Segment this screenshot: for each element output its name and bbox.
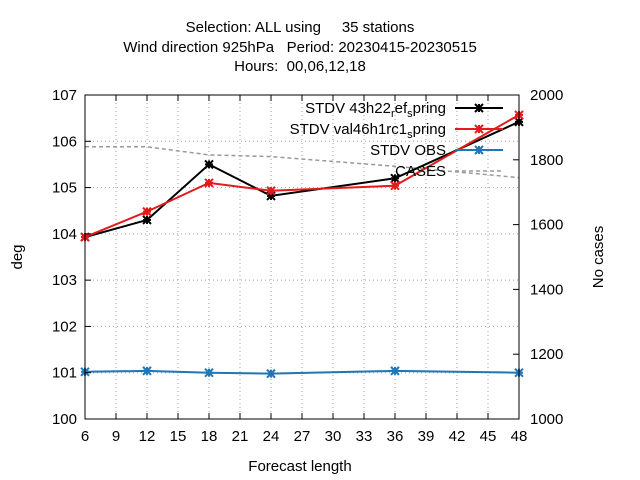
y-tick-label: 102 [52,318,77,335]
x-tick-label: 9 [112,428,120,445]
legend-marker-1 [474,124,484,134]
x-tick-label: 42 [449,428,466,445]
y2-tick-label: 1200 [530,346,563,363]
title-line-1: Selection: ALL using 35 stations [186,19,415,36]
title-line-3: Hours: 00,06,12,18 [234,58,366,75]
y-tick-label: 106 [52,133,77,150]
legend-marker-2 [474,145,484,155]
title-line-2: Wind direction 925hPa Period: 20230415-2… [123,39,477,56]
x-tick-label: 45 [480,428,497,445]
y2-tick-label: 1800 [530,152,563,169]
legend-marker-0 [474,103,484,113]
x-tick-label: 36 [387,428,404,445]
series-0-point [142,215,152,225]
series-2-point [204,368,214,378]
x-tick-label: 12 [139,428,156,445]
y-tick-label: 105 [52,180,77,197]
y-tick-label: 103 [52,272,77,289]
y2-tick-label: 1600 [530,217,563,234]
series-line-2 [84,369,520,375]
legend-label-1: STDV val46h1rc1spring [290,121,446,141]
x-tick-label: 30 [325,428,342,445]
y2-axis-label: No cases [590,226,607,289]
series-2-point [266,368,276,379]
y2-tick-label: 2000 [530,87,563,104]
y-tick-label: 107 [52,87,77,104]
series-1-point [266,186,276,196]
x-tick-label: 21 [232,428,249,445]
y-tick-label: 101 [52,365,77,382]
series-1-point [204,178,214,188]
series-2-point [142,366,152,376]
y-tick-label: 100 [52,411,77,428]
series-2-point [390,366,400,376]
x-tick-label: 27 [294,428,311,445]
legend-label-2: STDV OBS [370,142,446,159]
y-axis-label: deg [9,244,26,269]
series-line-1 [84,114,520,239]
series-1-point [390,181,400,191]
y2-tick-label: 1000 [530,411,563,428]
x-tick-label: 48 [511,428,528,445]
x-tick-label: 39 [418,428,435,445]
x-tick-label: 15 [170,428,187,445]
x-tick-label: 6 [81,428,89,445]
legend-label-0: STDV 43h22refspring [305,100,446,120]
series-0-point [204,159,214,170]
x-tick-label: 24 [263,428,280,445]
y2-tick-label: 1400 [530,281,563,298]
axis-ticks: 6 9 12 15 18 21 24 27 30 33 36 39 42 45 48 100 101 102 103… [52,87,563,445]
y-tick-label: 104 [52,226,77,243]
x-tick-label: 18 [201,428,218,445]
legend-label-3: CASES [395,163,446,180]
series-1-point [142,206,152,217]
x-tick-label: 33 [356,428,373,445]
x-axis-label: Forecast length [248,458,351,475]
series-line-0 [84,120,520,239]
series-lines [80,110,524,379]
chart-title: Selection: ALL using 35 stations Wind di… [123,19,477,75]
series-0-point [390,173,400,184]
